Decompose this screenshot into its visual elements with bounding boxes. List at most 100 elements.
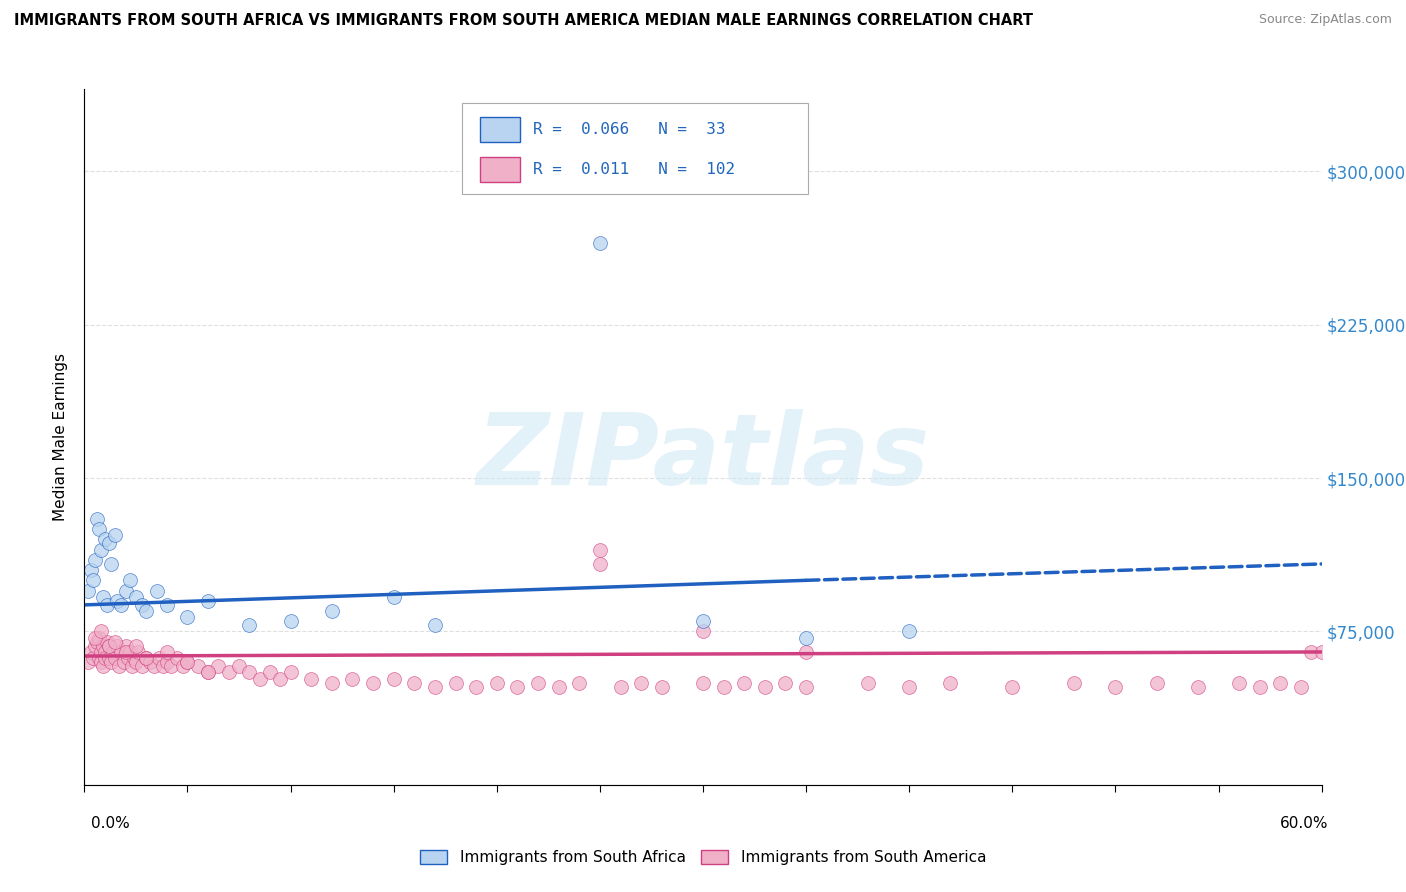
Point — [238, 665, 260, 680]
Point — [83, 639, 105, 653]
Point — [100, 557, 122, 571]
Point — [939, 675, 962, 690]
Point — [117, 651, 139, 665]
Point — [156, 655, 179, 669]
Text: IMMIGRANTS FROM SOUTH AFRICA VS IMMIGRANTS FROM SOUTH AMERICA MEDIAN MALE EARNIN: IMMIGRANTS FROM SOUTH AFRICA VS IMMIGRAN… — [14, 13, 1033, 29]
Point — [135, 604, 157, 618]
Point — [630, 675, 652, 690]
Point — [692, 624, 714, 639]
Point — [112, 655, 135, 669]
Point — [87, 631, 110, 645]
Point — [423, 618, 446, 632]
Point — [197, 594, 219, 608]
Point — [94, 645, 117, 659]
Point — [1227, 675, 1250, 690]
Point — [98, 536, 121, 550]
Point — [91, 659, 114, 673]
Point — [713, 680, 735, 694]
Point — [382, 590, 405, 604]
Point — [382, 672, 405, 686]
FancyBboxPatch shape — [461, 103, 808, 194]
Point — [118, 574, 141, 588]
Point — [299, 672, 322, 686]
Point — [898, 680, 921, 694]
Point — [139, 655, 162, 669]
Point — [423, 680, 446, 694]
Point — [148, 651, 170, 665]
Point — [1270, 675, 1292, 690]
Point — [114, 583, 136, 598]
Point — [160, 659, 183, 673]
Point — [79, 645, 101, 659]
Point — [108, 659, 131, 673]
Point — [733, 675, 755, 690]
Point — [87, 522, 110, 536]
Point — [114, 645, 136, 659]
Point — [197, 665, 219, 680]
Point — [692, 614, 714, 628]
Point — [176, 610, 198, 624]
Point — [79, 563, 101, 577]
Text: 0.0%: 0.0% — [91, 816, 131, 831]
Point — [609, 680, 631, 694]
Point — [1310, 645, 1333, 659]
Point — [104, 634, 127, 648]
Point — [547, 680, 569, 694]
Point — [143, 659, 166, 673]
Point — [589, 542, 612, 557]
Point — [589, 235, 612, 250]
Point — [1289, 680, 1312, 694]
Point — [105, 594, 128, 608]
Point — [103, 645, 125, 659]
Point — [131, 659, 153, 673]
Point — [506, 680, 529, 694]
Point — [259, 665, 281, 680]
Point — [775, 675, 797, 690]
Point — [218, 665, 240, 680]
Point — [794, 680, 817, 694]
Point — [166, 651, 188, 665]
Point — [156, 598, 179, 612]
Point — [465, 680, 488, 694]
Point — [125, 655, 148, 669]
Bar — [481, 117, 520, 142]
Point — [145, 583, 167, 598]
Point — [91, 639, 114, 653]
Point — [692, 675, 714, 690]
Point — [122, 651, 145, 665]
Point — [589, 557, 612, 571]
Point — [1001, 680, 1024, 694]
Point — [110, 598, 132, 612]
Point — [269, 672, 291, 686]
Point — [90, 655, 112, 669]
Point — [207, 659, 229, 673]
Point — [321, 604, 343, 618]
Point — [83, 631, 105, 645]
Point — [77, 655, 100, 669]
Point — [100, 655, 122, 669]
Point — [83, 553, 105, 567]
Text: Source: ZipAtlas.com: Source: ZipAtlas.com — [1258, 13, 1392, 27]
Point — [96, 634, 118, 648]
Point — [98, 651, 121, 665]
Point — [110, 645, 132, 659]
Point — [651, 680, 673, 694]
Point — [568, 675, 591, 690]
Point — [361, 675, 384, 690]
Point — [152, 659, 174, 673]
Point — [280, 614, 302, 628]
Point — [94, 651, 117, 665]
Point — [187, 659, 209, 673]
Point — [86, 512, 108, 526]
Point — [96, 598, 118, 612]
Point — [90, 645, 112, 659]
Text: R =  0.011   N =  102: R = 0.011 N = 102 — [533, 162, 735, 178]
Point — [1104, 680, 1126, 694]
Point — [404, 675, 426, 690]
Point — [228, 659, 250, 673]
Point — [156, 645, 179, 659]
Point — [135, 651, 157, 665]
Point — [1301, 645, 1323, 659]
Point — [754, 680, 776, 694]
Point — [238, 618, 260, 632]
